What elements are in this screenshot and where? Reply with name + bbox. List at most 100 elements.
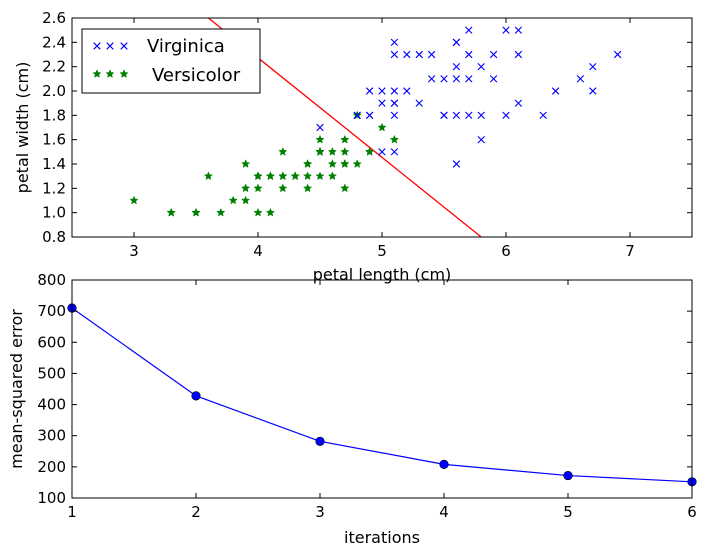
plot-frame [71,279,693,499]
virginica-point [415,99,423,107]
x-tick-label: 1 [67,503,77,521]
legend-versicolor-marker [105,69,115,78]
y-tick-label: 2.0 [42,82,66,100]
y-tick-label: 100 [37,489,66,507]
virginica-point [465,26,473,34]
virginica-point [378,99,386,107]
x-axis-label: petal length (cm) [313,265,452,284]
y-tick-label: 2.2 [42,58,66,76]
versicolor-point [240,183,251,193]
virginica-point [378,148,386,156]
versicolor-point [278,183,288,193]
versicolor-point [340,134,350,144]
virginica-point [452,75,461,83]
virginica-point [440,111,448,120]
virginica-point [452,62,461,71]
line-chart: 1 2 3 4 5 6 100 200 300 400 500 600 700 800 iterations… [7,271,697,547]
y-axis-label: petal width (cm) [13,62,32,194]
virginica-point [415,50,423,59]
virginica-point [613,50,622,59]
virginica-point [427,75,436,83]
virginica-point [452,160,461,168]
x-tick-label: 2 [191,503,201,521]
virginica-point [452,111,461,120]
virginica-point [427,50,436,59]
y-tick-label: 700 [37,302,66,320]
x-axis-label: iterations [344,528,420,547]
y-tick-label: 2.6 [42,9,66,27]
virginica-point [514,50,523,59]
virginica-point [390,87,399,95]
legend-box [81,28,261,94]
y-tick-label: 1.6 [42,131,66,149]
legend-versicolor-marker [119,69,129,78]
y-axis-label: mean-squared error [7,309,26,469]
legend-versicolor-label: Versicolor [152,65,241,86]
y-tick-label: 600 [37,333,66,351]
x-tick-label: 4 [439,503,449,521]
y-tick-label: 800 [37,271,66,289]
versicolor-point [327,159,338,168]
virginica-point [390,50,399,59]
virginica-point [465,75,473,83]
virginica-point [403,87,411,95]
virginica-point [353,111,361,120]
virginica-point [378,87,386,95]
x-tick-label: 3 [129,242,139,260]
error-point [191,391,201,401]
y-tick-label: 1.2 [42,179,66,197]
virginica-point [465,111,473,120]
error-point [315,436,325,446]
versicolor-point [377,122,387,132]
versicolor-point [302,159,313,168]
virginica-point [477,135,485,144]
versicolor-point [352,159,362,168]
virginica-point [390,99,399,107]
versicolor-point [278,171,288,181]
virginica-point [551,87,560,95]
x-tick-label: 5 [377,242,387,260]
virginica-point [316,123,324,132]
versicolor-point [129,195,139,205]
versicolor-point [315,171,325,181]
virginica-point [502,26,510,34]
versicolor-point [315,134,325,144]
legend-virginica-marker [93,42,101,50]
versicolor-point [265,171,276,181]
versicolor-point [240,195,251,205]
x-tick-label: 5 [563,503,573,521]
virginica-point [477,111,485,120]
versicolor-point [265,207,276,217]
y-tick-label: 1.4 [42,155,66,173]
versicolor-point [340,183,350,193]
versicolor-point [191,207,201,217]
y-tick-label: 300 [37,427,66,445]
x-tick-label: 6 [687,503,697,521]
y-tick-label: 1.0 [42,204,66,222]
versicolor-point [240,159,251,168]
virginica-point [390,111,399,120]
scatter-chart: 3 4 5 6 7 0.8 1.0 1.2 1.4 1.6 1.8 2.0 2.2 2.4 2.6 petal… [13,9,693,284]
y-tick-label: 1.8 [42,106,66,124]
versicolor-point [253,183,263,193]
virginica-point [514,99,523,107]
versicolor-point [216,207,226,217]
versicolor-point [315,146,325,156]
y-tick-label: 200 [37,458,66,476]
virginica-point [477,62,485,71]
plot-area [129,18,622,237]
virginica-point [539,111,547,120]
y-tick-label: 400 [37,396,66,414]
versicolor-point [389,134,400,144]
virginica-point [390,38,399,47]
versicolor-point [364,146,375,156]
legend: Virginica Versicolor [81,28,261,94]
virginica-point [403,50,411,59]
versicolor-point [253,207,263,217]
x-tick-label: 3 [315,503,325,521]
versicolor-point [302,171,313,181]
x-tick-label: 7 [625,242,635,260]
virginica-point [514,26,523,34]
versicolor-point [228,195,238,205]
